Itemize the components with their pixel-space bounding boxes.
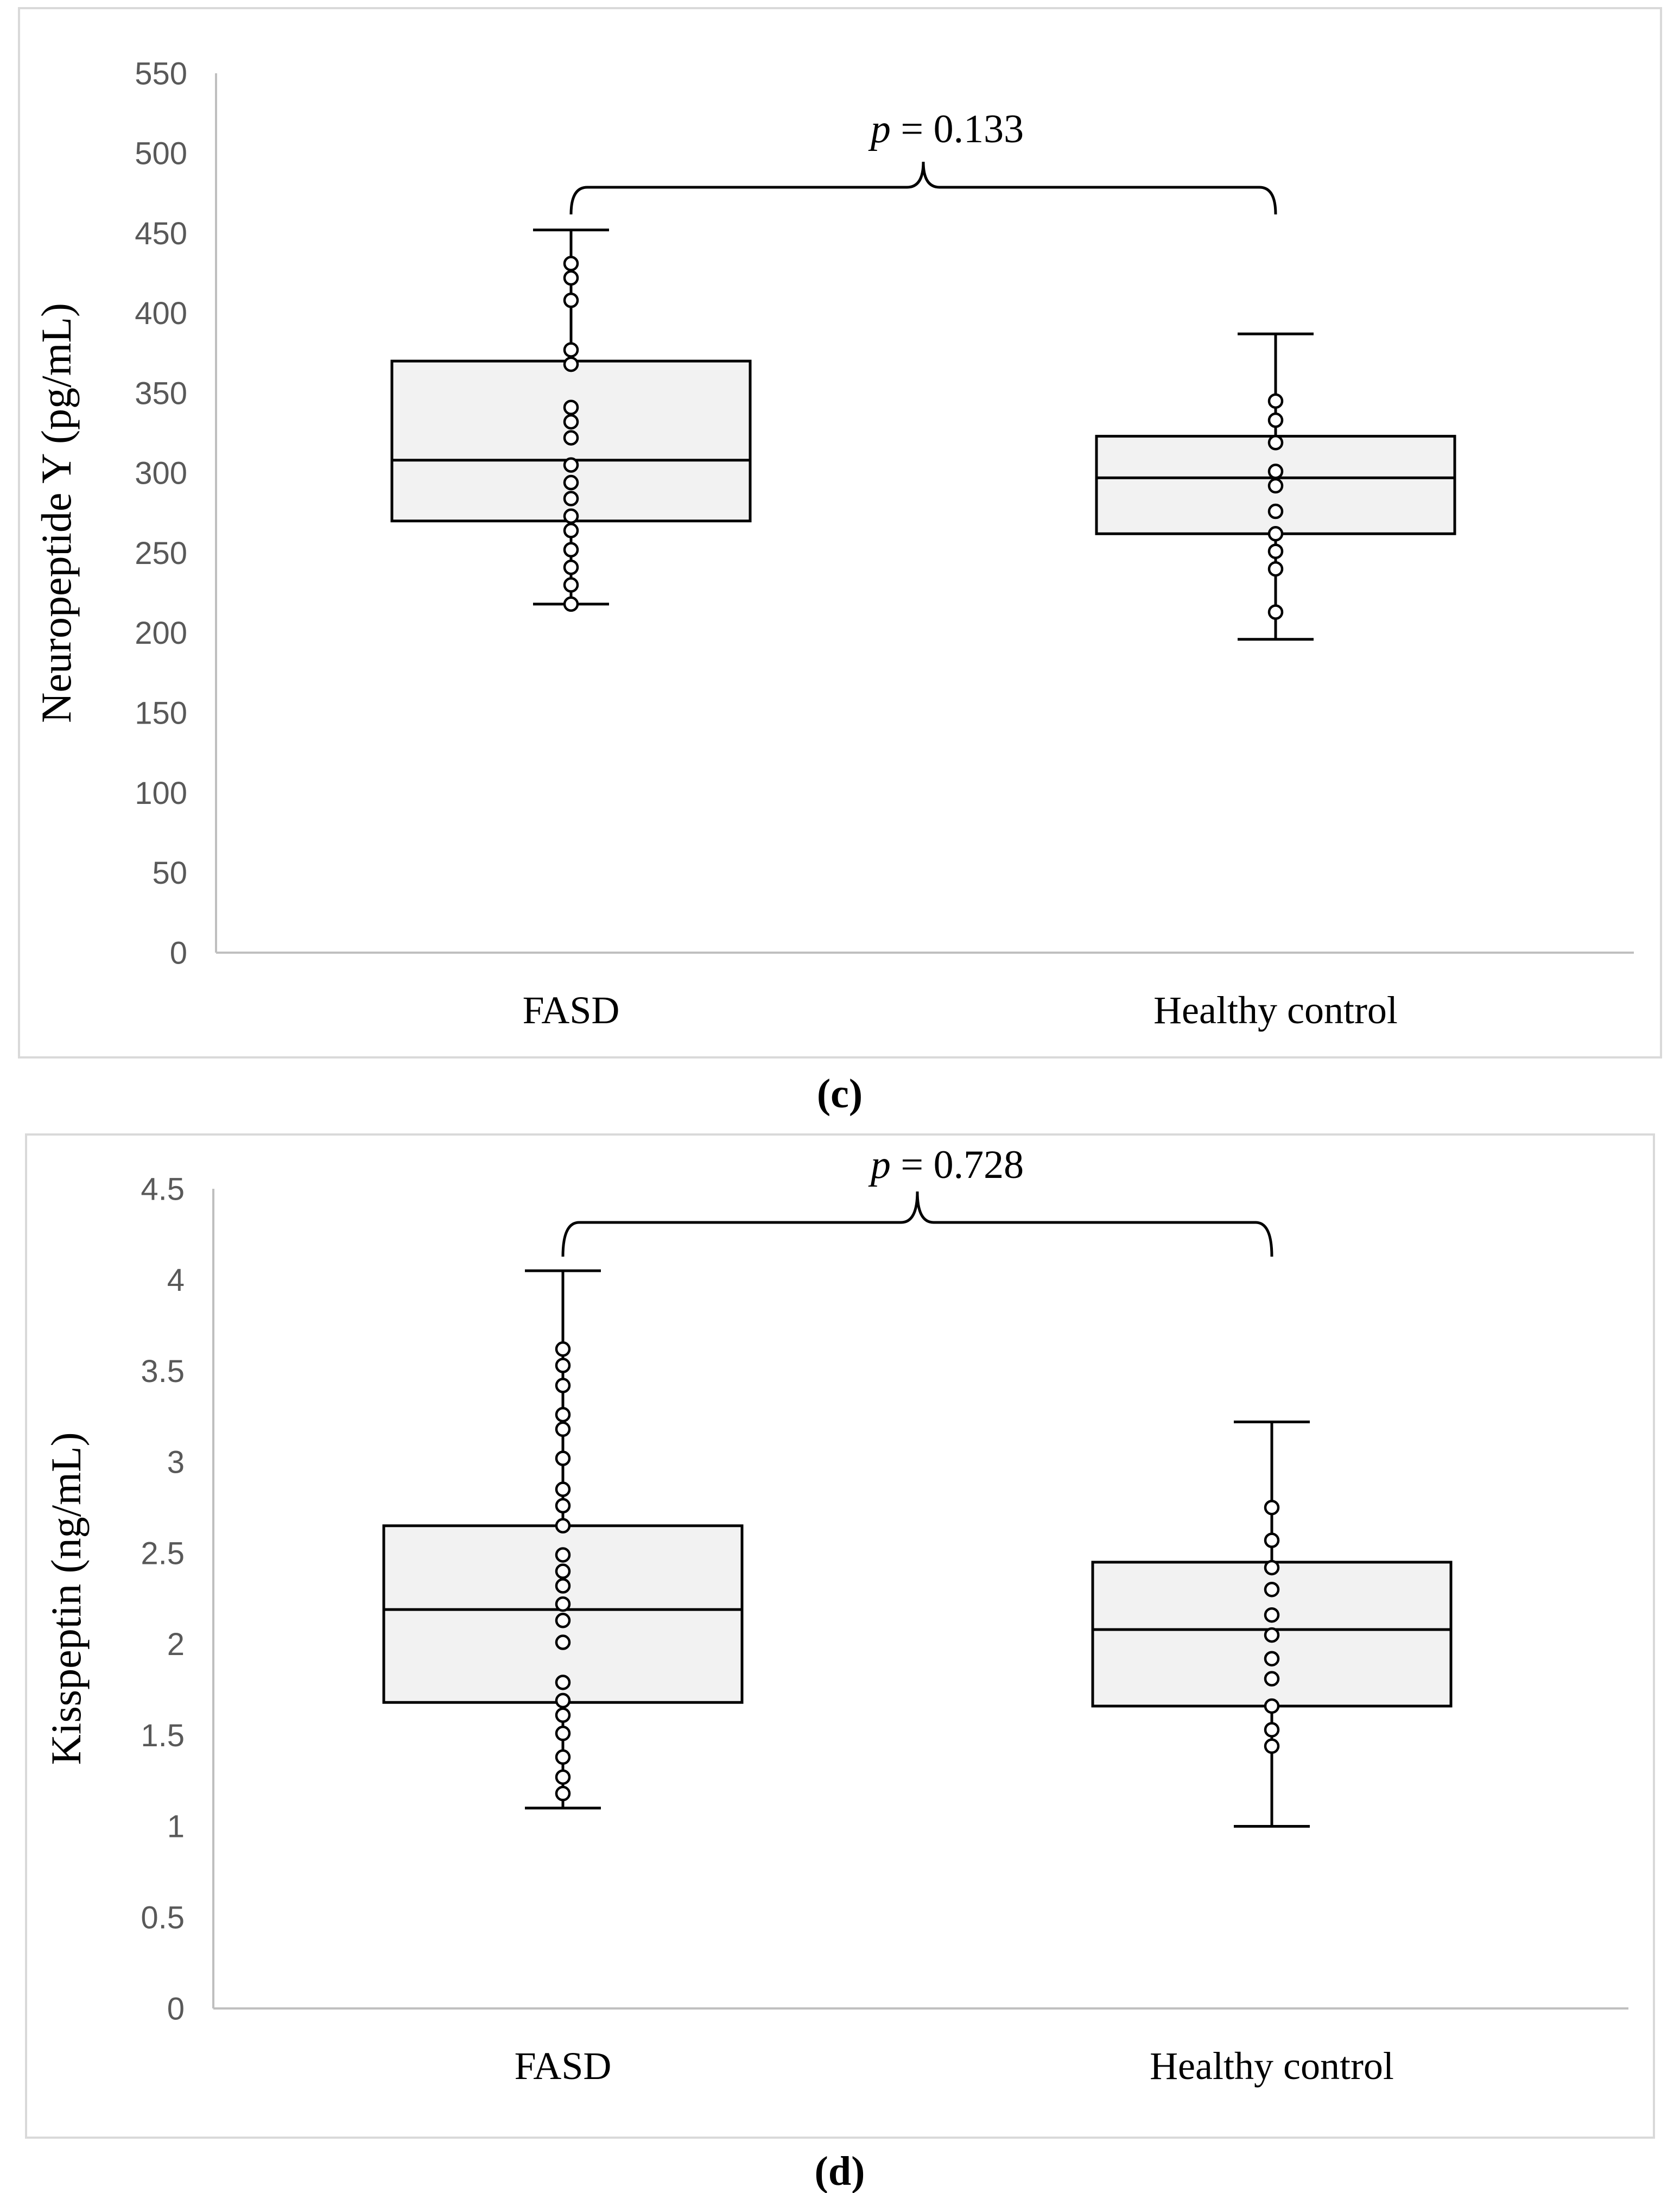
data-point [1264,1671,1280,1687]
y-tick-label: 2.5 [141,1536,185,1571]
y-tick-label: 50 [152,855,187,891]
y-tick-label: 500 [135,136,187,172]
data-point [563,559,579,575]
y-tick-label: 450 [135,216,187,251]
data-point [555,1341,571,1357]
data-point [1264,1499,1280,1516]
data-point [563,293,579,308]
data-point [555,1675,571,1690]
x-category-label: FASD [515,2044,612,2088]
panel-c-chart: 0 50 100 150 200 250 300 350 400 450 500 550 Neurope… [33,56,1634,1032]
y-tick-label: 4 [167,1263,185,1298]
significance-brace [569,161,1277,215]
data-point [563,356,579,372]
data-point [555,1785,571,1802]
x-category-label: Healthy control [1150,2044,1394,2088]
data-point [563,256,579,271]
y-tick-label: 1.5 [141,1718,185,1753]
y-tick-label: 250 [135,536,187,571]
y-tick-label: 100 [135,776,187,811]
data-point [563,457,579,473]
data-point [563,400,579,415]
data-point [1267,464,1284,479]
data-point [1264,1698,1280,1714]
data-point [1264,1738,1280,1754]
data-point [555,1613,571,1628]
data-point [1267,503,1284,519]
y-tick-label: 400 [135,296,187,331]
p-value-label: p = 0.133 [868,107,1024,151]
data-point [555,1769,571,1785]
y-tick-label: 4.5 [141,1171,185,1207]
data-point [1267,543,1284,559]
data-point [563,577,579,593]
data-point [555,1596,571,1612]
data-point [1267,393,1284,409]
y-tick-label: 3.5 [141,1354,185,1389]
data-point [1264,1532,1280,1548]
panel-d-caption: (d) [815,2148,865,2193]
data-point [1264,1722,1280,1738]
data-point [555,1406,571,1423]
data-point [555,1481,571,1497]
panel-d-chart: 0 0.5 1 1.5 2 2.5 3 3.5 4 4.5 Kisspeptin (ng/mL) FA… [42,1143,1628,2088]
data-point [555,1578,571,1594]
y-tick-label: 2 [167,1627,185,1662]
data-point [555,1693,571,1709]
data-point [555,1707,571,1723]
data-point [563,474,579,491]
panel-c-caption: (c) [817,1071,863,1117]
data-point [563,430,579,446]
data-point [1267,604,1284,620]
data-point [555,1749,571,1765]
y-tick-label: 150 [135,695,187,731]
data-point [1267,412,1284,428]
y-tick-label: 1 [167,1809,185,1845]
data-point [555,1358,571,1373]
y-tick-label: 0 [170,935,187,971]
data-point [555,1726,571,1741]
p-value-label: p = 0.728 [868,1143,1024,1187]
data-point [1267,478,1284,494]
y-tick-label: 0.5 [141,1900,185,1936]
data-point [1267,435,1284,451]
data-point [555,1450,571,1466]
significance-brace [561,1191,1273,1257]
data-point [1264,1627,1280,1643]
data-point [563,542,579,557]
data-point [1267,561,1284,577]
y-axis-title: Kisspeptin (ng/mL) [42,1432,90,1765]
data-point [563,491,579,506]
y-tick-label: 350 [135,376,187,411]
x-category-label: FASD [523,988,620,1032]
y-tick-label: 0 [167,1991,185,2026]
y-tick-label: 200 [135,616,187,651]
data-point [563,508,579,524]
data-point [1264,1560,1280,1576]
y-tick-label: 3 [167,1445,185,1480]
data-point [555,1563,571,1579]
data-point [563,596,579,612]
data-point [1264,1651,1280,1666]
y-tick-label: 550 [135,56,187,91]
data-point [555,1421,571,1437]
data-point [563,414,579,430]
data-point [555,1634,571,1650]
data-point [1264,1607,1280,1623]
x-category-label: Healthy control [1153,988,1398,1032]
data-point [1264,1581,1280,1598]
data-point [1267,526,1284,542]
y-axis-title: Neuropeptide Y (pg/mL) [33,303,80,723]
data-point [555,1518,571,1534]
data-point [563,523,579,538]
data-point [563,342,579,358]
data-point [555,1378,571,1393]
y-tick-label: 300 [135,456,187,491]
data-point [555,1498,571,1514]
data-point [555,1547,571,1563]
data-point [563,270,579,286]
